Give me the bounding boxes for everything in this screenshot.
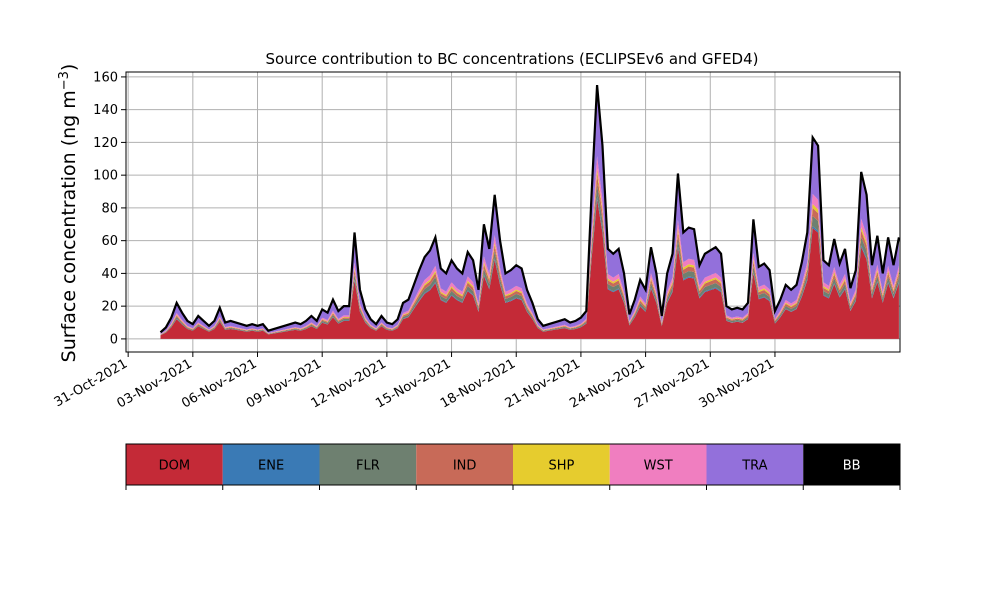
legend-swatch-wst <box>609 444 707 485</box>
legend-swatch-ind <box>416 444 513 485</box>
legend-label-tra: TRA <box>741 459 767 474</box>
y-axis: 0 20 40 60 80 100 120 140 160 <box>93 70 126 347</box>
area-series-tra <box>160 85 899 335</box>
legend-label-ene: ENE <box>258 459 284 474</box>
legend-label-ind: IND <box>453 459 477 474</box>
y-tick-label: 40 <box>101 267 118 282</box>
legend: DOM ENE FLR IND SHP WST TRA BB <box>125 443 901 490</box>
legend-swatch-ene <box>222 444 320 485</box>
y-tick-label: 20 <box>101 300 118 315</box>
legend-swatch-dom <box>126 444 223 485</box>
legend-swatch-flr <box>319 444 417 485</box>
area-series-bb-outline <box>159 85 901 334</box>
legend-label-bb: BB <box>843 459 861 474</box>
legend-swatch-shp <box>513 444 610 485</box>
y-tick-label: 120 <box>93 136 118 151</box>
y-tick-label: 60 <box>101 234 118 249</box>
area-series-dom <box>160 199 899 339</box>
y-tick-label: 140 <box>93 103 118 118</box>
x-axis: 31-Oct-202103-Nov-202106-Nov-202109-Nov-… <box>52 352 777 411</box>
legend-swatch-tra <box>706 444 804 485</box>
stacked-areas <box>159 85 901 339</box>
y-tick-label: 160 <box>93 70 118 85</box>
y-tick-label: 0 <box>110 332 118 347</box>
chart-title: Source contribution to BC concentrations… <box>265 50 758 68</box>
legend-label-flr: FLR <box>356 459 380 474</box>
y-tick-label: 80 <box>101 201 118 216</box>
plot-frame <box>125 71 901 353</box>
axes-frame <box>125 71 901 353</box>
y-tick-label: 100 <box>93 169 118 184</box>
legend-swatch-bb <box>803 444 900 485</box>
y-axis-label: Surface concentration (ng m−3) <box>57 64 80 363</box>
legend-label-wst: WST <box>644 459 673 474</box>
legend-label-shp: SHP <box>548 459 574 474</box>
legend-label-dom: DOM <box>159 459 190 474</box>
